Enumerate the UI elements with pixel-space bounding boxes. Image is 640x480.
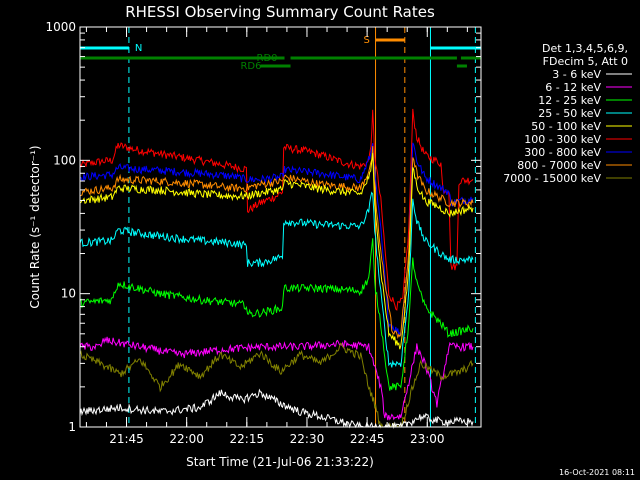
- legend-header-0: Det 1,3,4,5,6,9,: [542, 42, 628, 55]
- x-tick-label-22-00: 22:00: [169, 432, 204, 446]
- series-7000-15000-kev: [79, 342, 474, 429]
- legend-label-6-12-kev: 6 - 12 keV: [545, 81, 601, 94]
- state-bar-label-rd6: RD6: [240, 61, 261, 72]
- series-3-6-kev: [79, 388, 474, 429]
- x-tick-label-21-45: 21:45: [109, 432, 144, 446]
- state-bar-label-rd0: RD0: [257, 53, 278, 64]
- legend-label-800-7000-kev: 800 - 7000 keV: [517, 159, 601, 172]
- legend-label-50-100-kev: 50 - 100 keV: [531, 120, 601, 133]
- series-lines: [79, 108, 474, 429]
- state-bar-label-n: N: [135, 43, 142, 54]
- legend-header-1: FDecim 5, Att 0: [543, 55, 628, 68]
- y-tick-label-100: 100: [53, 153, 76, 167]
- plot-frame: [79, 26, 482, 428]
- y-axis-label: Count Rate (s⁻¹ detector⁻¹): [28, 145, 42, 308]
- y-tick-label-1: 1: [68, 420, 76, 434]
- legend: Det 1,3,4,5,6,9,FDecim 5, Att 03 - 6 keV…: [503, 42, 632, 185]
- chart-title: RHESSI Observing Summary Count Rates: [125, 3, 435, 21]
- y-tick-label-1000: 1000: [45, 20, 76, 34]
- vertical-markers: [79, 27, 476, 427]
- x-tick-label-22-45: 22:45: [350, 432, 385, 446]
- x-axis-ticks: 21:45 22:00 22:15 22:30 22:45 23:00: [85, 27, 468, 446]
- legend-label-100-300-kev: 100 - 300 keV: [524, 133, 601, 146]
- legend-label-300-800-kev: 300 - 800 keV: [524, 146, 601, 159]
- legend-label-25-50-kev: 25 - 50 keV: [538, 107, 601, 120]
- x-tick-label-22-30: 22:30: [290, 432, 325, 446]
- series-25-50-kev: [79, 191, 474, 368]
- series-12-25-kev: [79, 238, 474, 391]
- y-axis-ticks: 1 10 100 1000: [45, 20, 481, 434]
- series-800-7000-kev: [79, 146, 474, 339]
- series-6-12-kev: [79, 336, 474, 421]
- y-tick-label-10: 10: [61, 287, 76, 301]
- series-100-300-kev: [79, 108, 474, 311]
- state-bar-label-s: S: [364, 35, 370, 46]
- x-axis-label: Start Time (21-Jul-06 21:33:22): [186, 455, 374, 469]
- x-tick-label-23-00: 23:00: [410, 432, 445, 446]
- legend-label-12-25-kev: 12 - 25 keV: [538, 94, 601, 107]
- legend-label-7000-15000-kev: 7000 - 15000 keV: [503, 172, 601, 185]
- x-tick-label-22-15: 22:15: [230, 432, 265, 446]
- generation-timestamp: 16-Oct-2021 08:11: [559, 468, 635, 477]
- legend-label-3-6-kev: 3 - 6 keV: [552, 68, 601, 81]
- series-50-100-kev: [79, 153, 474, 350]
